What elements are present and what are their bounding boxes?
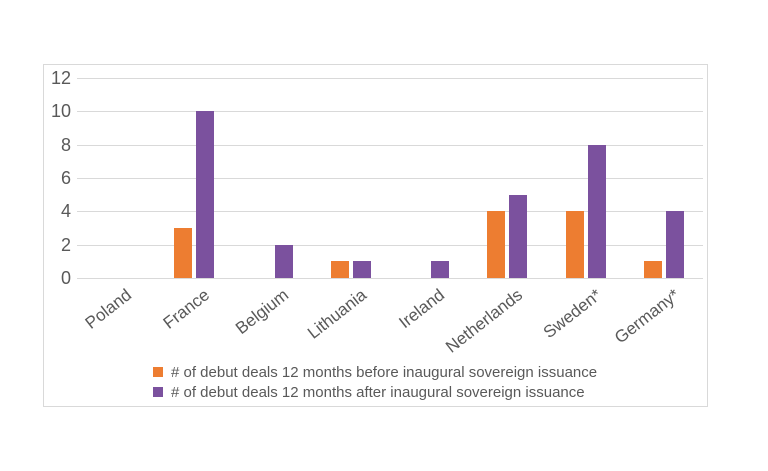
bar-before-Sweden (566, 211, 584, 278)
x-axis-label-France: France (159, 285, 214, 333)
gridline-y-12 (77, 78, 703, 79)
bar-before-Netherlands (487, 211, 505, 278)
x-axis-label-Germany: Germany* (611, 285, 684, 348)
chart-frame: 0 2 4 6 8 10 12 Poland France Belgium Lithuania Ire… (43, 64, 708, 407)
bar-after-Lithuania (353, 261, 371, 278)
bar-after-Belgium (275, 245, 293, 278)
legend-swatch-after (153, 387, 163, 397)
x-axis-label-Netherlands: Netherlands (442, 285, 527, 357)
y-tick-label-12: 12 (50, 68, 71, 88)
bar-after-France (196, 111, 214, 278)
gridline-y-6 (77, 178, 703, 179)
gridline-y-4 (77, 211, 703, 213)
y-tick-label-10: 10 (50, 101, 71, 122)
legend-item-before: # of debut deals 12 months before inaugu… (153, 362, 597, 382)
y-tick-label-4: 4 (60, 201, 71, 222)
legend-label-after: # of debut deals 12 months after inaugur… (171, 383, 585, 401)
y-tick-label-2: 2 (60, 234, 71, 255)
bar-before-Lithuania (331, 261, 349, 278)
y-tick-label-8: 8 (60, 134, 71, 155)
legend-item-after: # of debut deals 12 months after inaugur… (153, 382, 597, 402)
x-axis-line (77, 278, 703, 279)
plot-area: 0 2 4 6 8 10 12 Poland France Belgium Lithuania Ire… (44, 65, 707, 406)
legend-swatch-before (153, 367, 163, 377)
gridline-y-2 (77, 244, 703, 246)
y-tick-label-6: 6 (60, 168, 71, 188)
gridline-y-8 (77, 144, 703, 146)
bar-before-France (174, 228, 192, 278)
gridline-y-10 (77, 111, 703, 113)
bar-after-Sweden (588, 145, 606, 278)
bar-before-Germany (644, 261, 662, 278)
y-tick-label-0: 0 (60, 268, 71, 288)
bar-after-Netherlands (509, 195, 527, 278)
bar-after-Ireland (431, 261, 449, 278)
legend-label-before: # of debut deals 12 months before inaugu… (171, 363, 598, 381)
bar-after-Germany (666, 211, 684, 278)
chart-legend: # of debut deals 12 months before inaugu… (153, 362, 597, 402)
